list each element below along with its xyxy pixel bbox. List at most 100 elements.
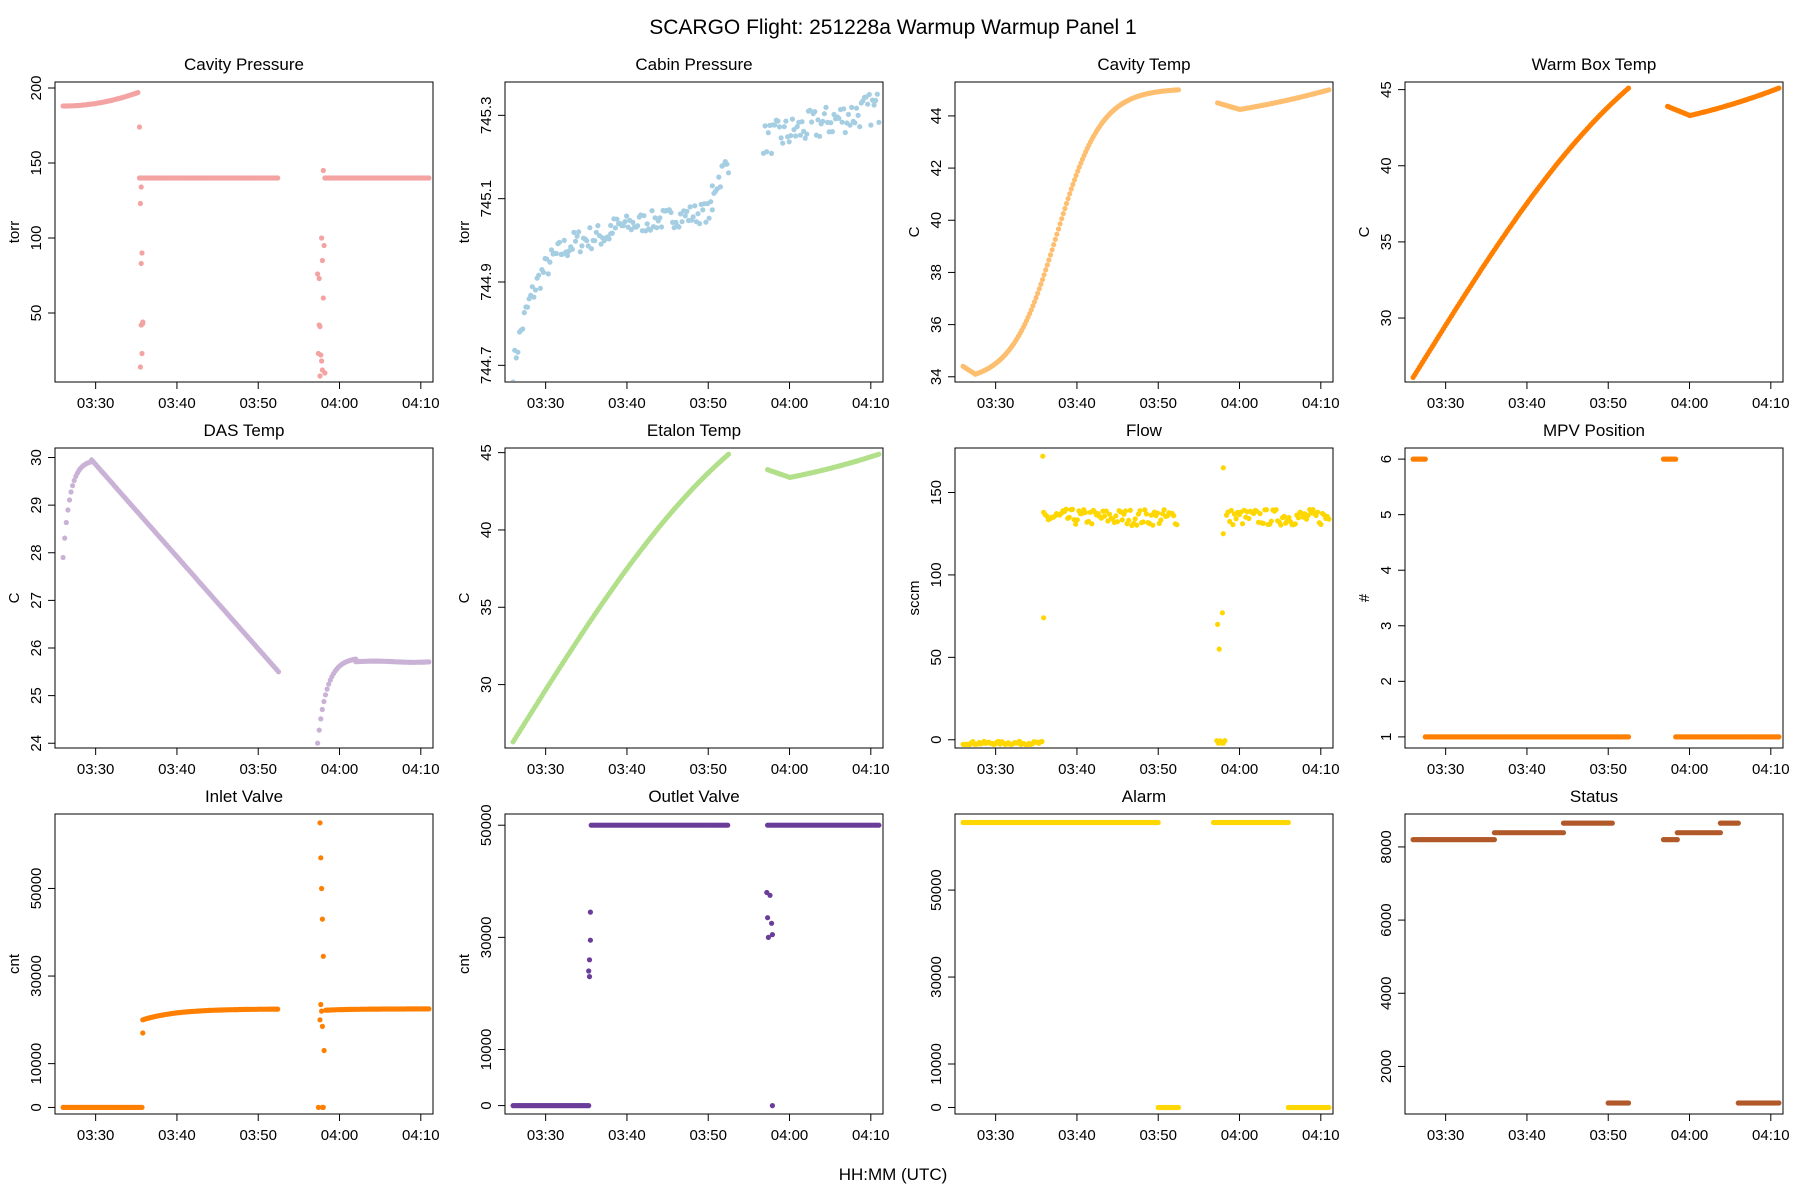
- plot-frame-status: [1404, 813, 1784, 1115]
- data-point: [593, 229, 599, 235]
- panel-status: Status 03:30 03:40 03:50 04:00 04:10 2000 4000 6…: [1378, 787, 1790, 1144]
- x-tick-label-cabin-pressure: 03:30: [527, 395, 565, 412]
- data-point: [1233, 516, 1239, 522]
- data-point: [561, 237, 567, 243]
- panel-inlet-valve: Inlet Valve cnt 03:30 03:40 03:50 04:00 04:10 0…: [6, 787, 440, 1144]
- outliers-flow: [1040, 453, 1226, 652]
- figure-title: SCARGO Flight: 251228a Warmup Warmup Pan…: [649, 16, 1136, 39]
- x-tick-label-cavity-temp: 03:40: [1058, 395, 1096, 412]
- x-tick-label-etalon-temp: 03:40: [608, 761, 646, 778]
- data-point: [138, 184, 144, 190]
- panel-title-cabin-pressure: Cabin Pressure: [635, 55, 752, 74]
- data-point: [319, 235, 325, 241]
- data-point: [1776, 734, 1782, 740]
- y-tick-label-flow: 50: [928, 649, 945, 666]
- y-tick-label-das-temp: 25: [28, 687, 45, 704]
- data-point: [326, 681, 332, 687]
- x-tick-label-status: 04:00: [1671, 1127, 1709, 1144]
- x-tick-label-cabin-pressure: 03:50: [689, 395, 727, 412]
- x-tick-label-inlet-valve: 03:30: [77, 1127, 115, 1144]
- x-tick-label-das-temp: 04:10: [402, 761, 440, 778]
- data-point: [1073, 172, 1079, 179]
- data-point: [624, 213, 630, 219]
- data-point: [1071, 177, 1078, 183]
- data-point: [586, 968, 592, 974]
- series-flow-on-a: [1041, 506, 1180, 529]
- data-point: [319, 706, 325, 713]
- data-point: [1028, 307, 1034, 313]
- data-point: [725, 170, 732, 176]
- data-point: [1326, 87, 1332, 93]
- data-point: [532, 287, 539, 293]
- marks-cabin-pressure: [510, 91, 882, 381]
- data-point: [1318, 521, 1324, 528]
- data-point: [322, 692, 329, 698]
- data-point: [1078, 160, 1084, 166]
- x-tick-label-outlet-valve: 03:30: [527, 1127, 565, 1144]
- x-tick-label-inlet-valve: 03:50: [239, 1127, 277, 1144]
- y-tick-label-alarm: 10000: [928, 1043, 945, 1085]
- data-point: [275, 669, 282, 675]
- y-tick-label-das-temp: 24: [28, 735, 45, 752]
- y-tick-label-das-temp: 26: [28, 640, 45, 657]
- data-point: [1065, 196, 1071, 202]
- series-alarm-high-b: [1210, 819, 1291, 826]
- data-point: [540, 269, 547, 275]
- data-point: [136, 124, 143, 130]
- y-tick-label-warm-box-temp: 40: [1378, 157, 1395, 174]
- data-point: [652, 215, 658, 221]
- data-point: [586, 974, 593, 980]
- data-point: [853, 105, 860, 111]
- data-point: [521, 310, 527, 316]
- data-point: [1047, 252, 1054, 258]
- data-point: [68, 489, 74, 495]
- y-tick-label-status: 8000: [1378, 830, 1395, 863]
- series-status-low-a: [1605, 1100, 1632, 1106]
- x-tick-label-flow: 03:30: [977, 761, 1015, 778]
- data-point: [868, 122, 874, 128]
- data-point: [139, 350, 145, 357]
- data-point: [874, 91, 880, 97]
- data-point: [767, 892, 773, 898]
- y-tick-label-mpv-position: 2: [1378, 677, 1395, 685]
- x-tick-label-warm-box-temp: 04:10: [1752, 395, 1790, 412]
- data-point: [1227, 518, 1233, 525]
- x-tick-label-flow: 03:40: [1058, 761, 1096, 778]
- data-point: [644, 221, 650, 227]
- data-point: [1674, 837, 1680, 843]
- data-point: [513, 355, 519, 361]
- data-point: [873, 97, 879, 104]
- data-point: [709, 207, 715, 213]
- series-pressure-plateau-b: [322, 175, 432, 181]
- y-tick-label-mpv-position: 5: [1378, 510, 1395, 518]
- x-tick-label-cavity-pressure: 03:50: [239, 395, 277, 412]
- data-point: [564, 252, 571, 259]
- figure-xlabel: HH:MM (UTC): [839, 1165, 948, 1184]
- data-point: [318, 716, 324, 722]
- plot-frame-mpv-position: [1404, 447, 1784, 749]
- data-point: [1222, 738, 1228, 744]
- data-point: [1114, 519, 1121, 525]
- data-point: [1067, 191, 1073, 197]
- x-tick-label-warm-box-temp: 04:00: [1671, 395, 1709, 412]
- data-point: [821, 111, 828, 117]
- panel-mpv-position: MPV Position #03:30 03:40 03:50 04:00 04:10 1 2…: [1356, 421, 1790, 778]
- y-tick-label-cavity-temp: 36: [928, 316, 945, 333]
- data-point: [1150, 522, 1156, 528]
- panel-das-temp: DAS Temp C 03:30 03:40 03:50 04:00 04:10 24 25 26…: [6, 421, 440, 778]
- series-warm-box-rise: [1410, 85, 1632, 380]
- data-point: [1220, 531, 1226, 537]
- series-outlet-off: [510, 1103, 592, 1109]
- data-point: [1228, 507, 1234, 514]
- series-cabin-segment-3: [709, 159, 732, 196]
- data-point: [321, 698, 327, 705]
- data-point: [1030, 303, 1036, 309]
- x-tick-label-cavity-temp: 03:50: [1139, 395, 1177, 412]
- data-point: [641, 213, 647, 219]
- data-point: [316, 727, 322, 733]
- y-tick-label-cavity-pressure: 100: [28, 225, 45, 250]
- data-point: [866, 91, 872, 98]
- data-point: [1043, 267, 1049, 273]
- data-point: [788, 133, 794, 139]
- x-tick-label-alarm: 03:50: [1139, 1127, 1177, 1144]
